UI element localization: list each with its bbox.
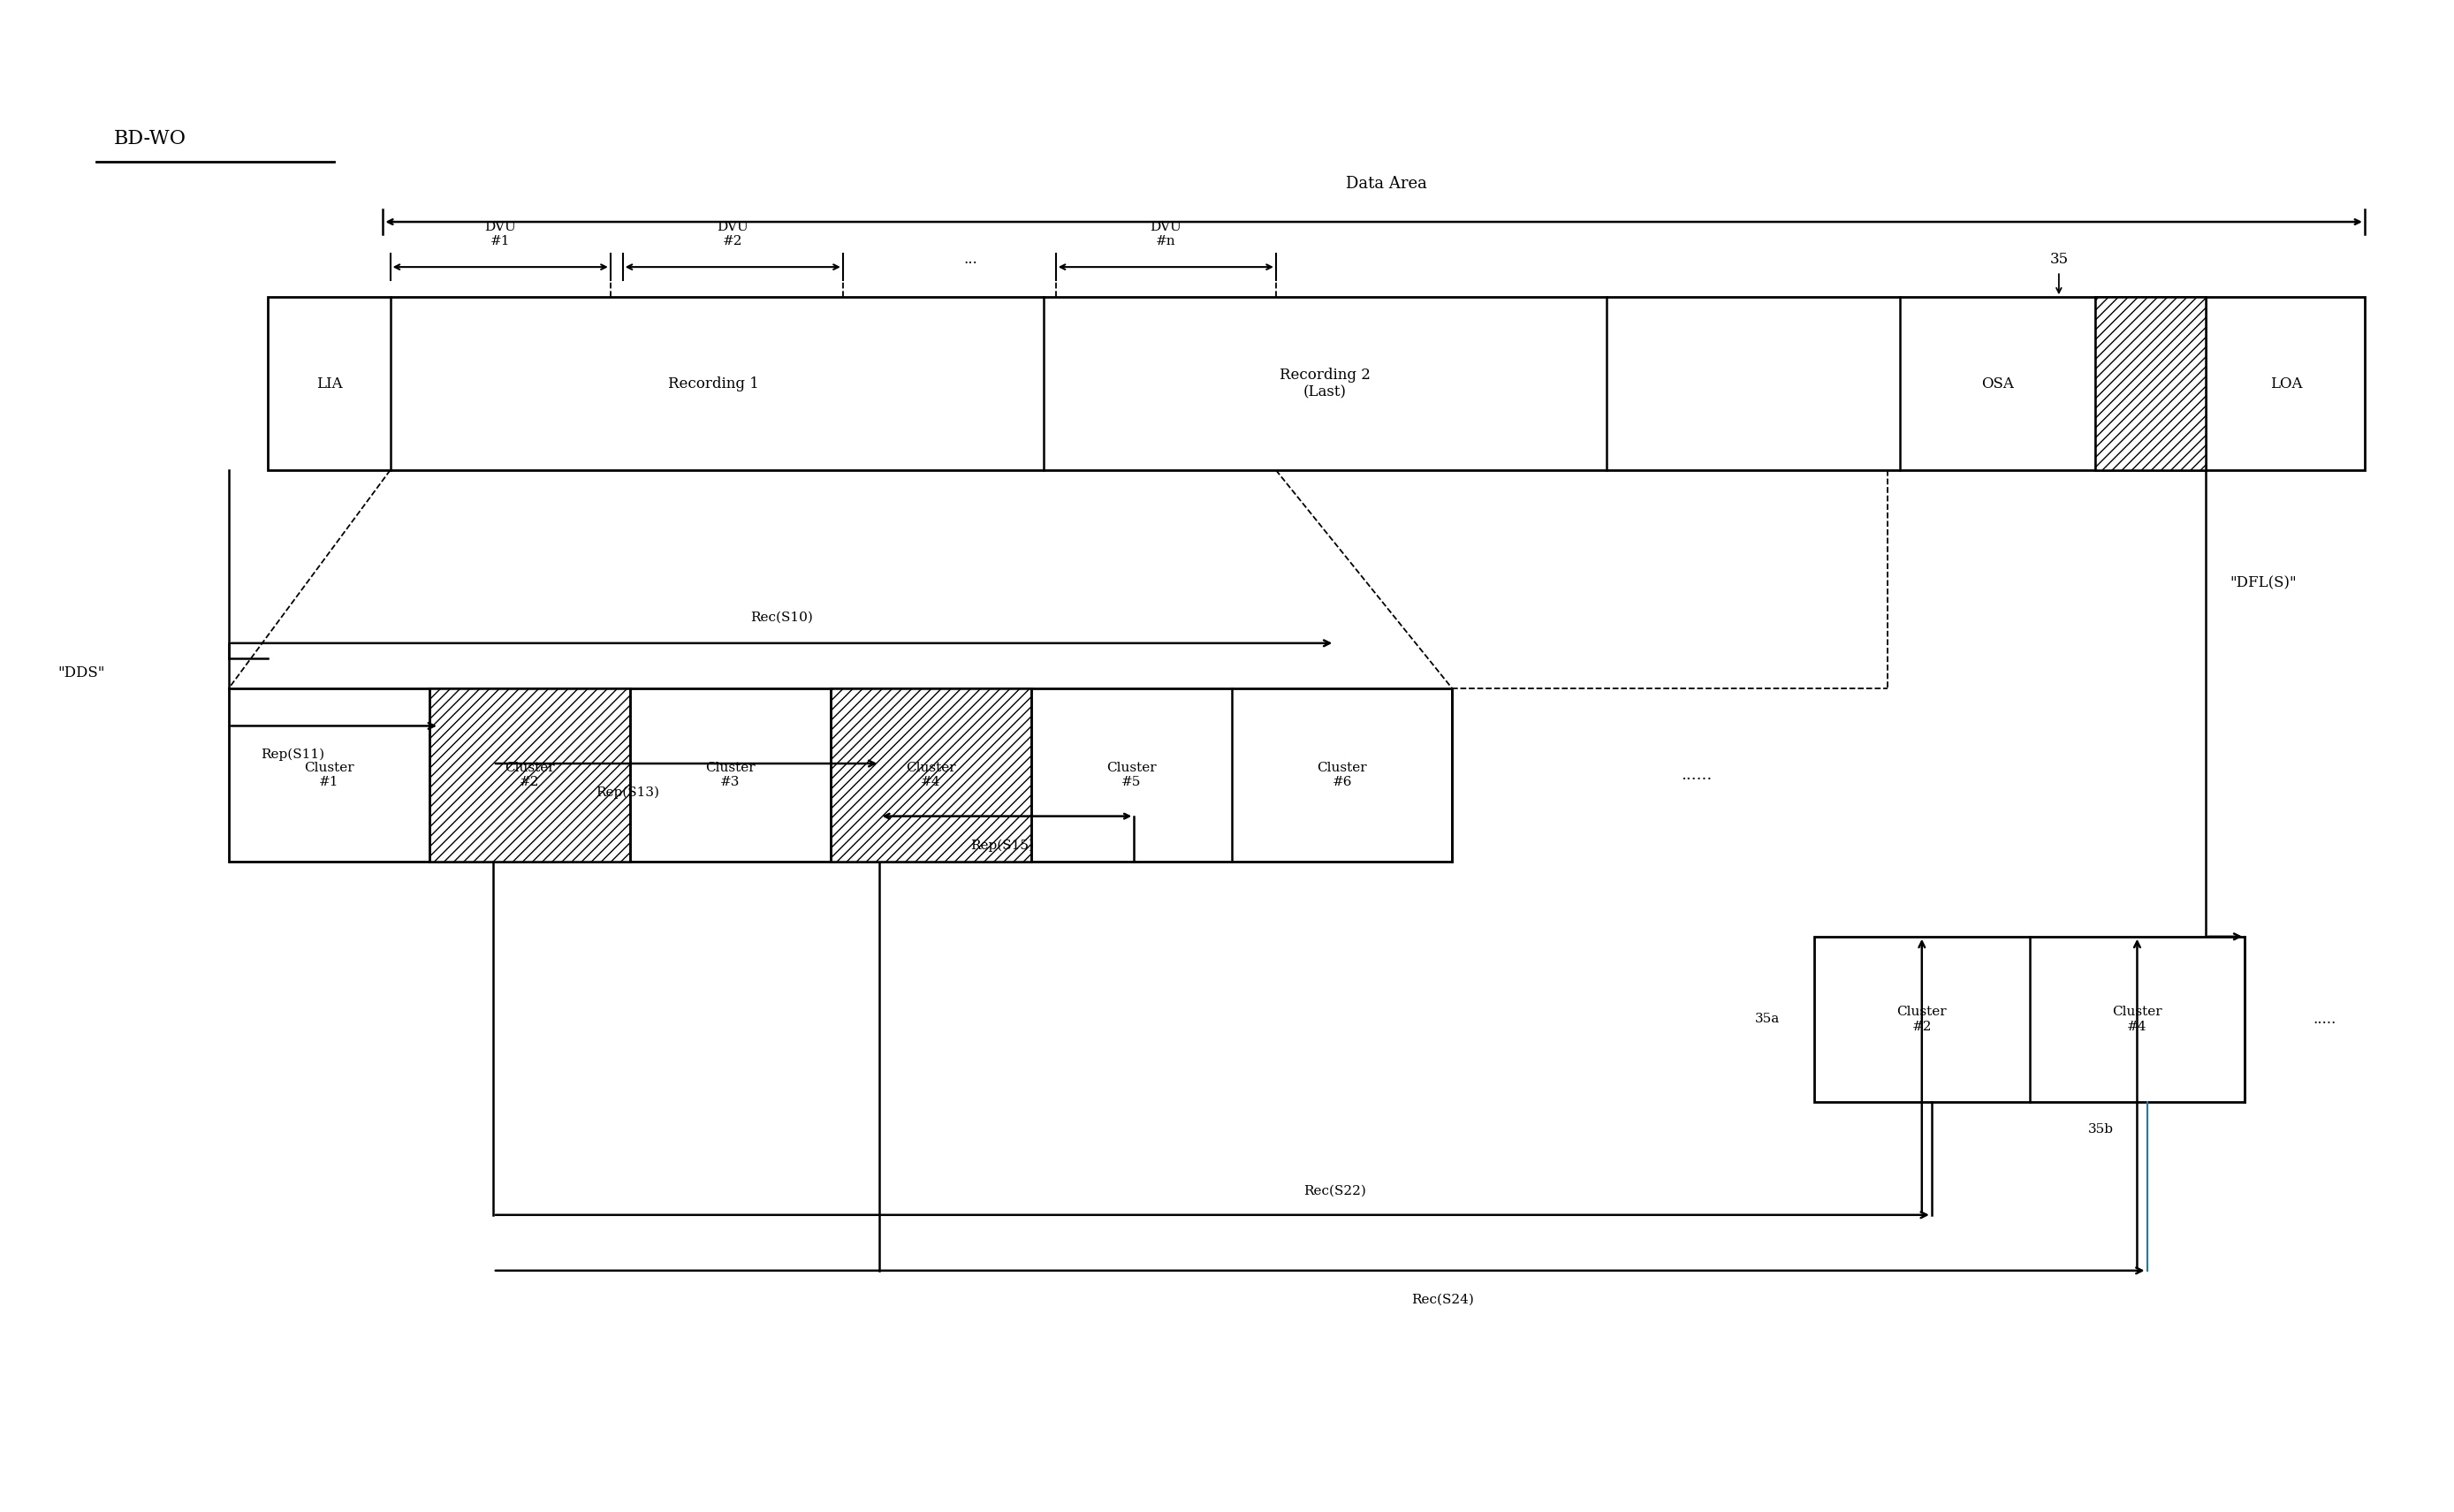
Text: LIA: LIA — [317, 376, 341, 392]
Text: Rec(S22): Rec(S22) — [1303, 1184, 1367, 1198]
Text: OSA: OSA — [1980, 376, 2015, 392]
Text: Recording 1: Recording 1 — [667, 376, 758, 392]
Text: 35a: 35a — [1755, 1013, 1779, 1025]
Text: Cluster
#2: Cluster #2 — [506, 762, 555, 788]
Text: Cluster
#6: Cluster #6 — [1318, 762, 1367, 788]
Text: Cluster
#5: Cluster #5 — [1107, 762, 1156, 788]
Text: ...: ... — [962, 253, 977, 268]
Text: Rec(S24): Rec(S24) — [1411, 1293, 1472, 1305]
Text: .....: ..... — [2312, 1012, 2336, 1027]
Text: Data Area: Data Area — [1345, 175, 1426, 192]
Text: Rep(S11): Rep(S11) — [260, 748, 324, 761]
Bar — [2096, 296, 2206, 470]
Text: BD-WO: BD-WO — [113, 130, 187, 148]
Text: LOA: LOA — [2270, 376, 2302, 392]
Text: Rep(S15): Rep(S15) — [969, 839, 1033, 851]
Text: DVU
#2: DVU #2 — [717, 221, 748, 248]
Bar — [429, 688, 631, 862]
Bar — [1814, 936, 2245, 1102]
Bar — [228, 688, 1453, 862]
Bar — [829, 688, 1031, 862]
Text: Cluster
#3: Cluster #3 — [704, 762, 756, 788]
Text: ......: ...... — [1681, 767, 1713, 783]
Text: Recording 2
(Last): Recording 2 (Last) — [1279, 367, 1369, 399]
Text: Cluster
#4: Cluster #4 — [2113, 1005, 2162, 1033]
Text: Cluster
#2: Cluster #2 — [1897, 1005, 1946, 1033]
Text: DVU
#1: DVU #1 — [483, 221, 515, 248]
Text: "DFL(S)": "DFL(S)" — [2231, 576, 2297, 591]
Text: Cluster
#1: Cluster #1 — [304, 762, 353, 788]
Text: Cluster
#4: Cluster #4 — [906, 762, 957, 788]
Bar — [267, 296, 2366, 470]
Text: 35b: 35b — [2088, 1123, 2113, 1136]
Text: "DDS": "DDS" — [56, 665, 106, 680]
Text: Rec(S10): Rec(S10) — [751, 611, 812, 623]
Text: 35: 35 — [2049, 253, 2069, 268]
Text: DVU
#n: DVU #n — [1151, 221, 1183, 248]
Text: Rep(S13): Rep(S13) — [596, 786, 660, 798]
